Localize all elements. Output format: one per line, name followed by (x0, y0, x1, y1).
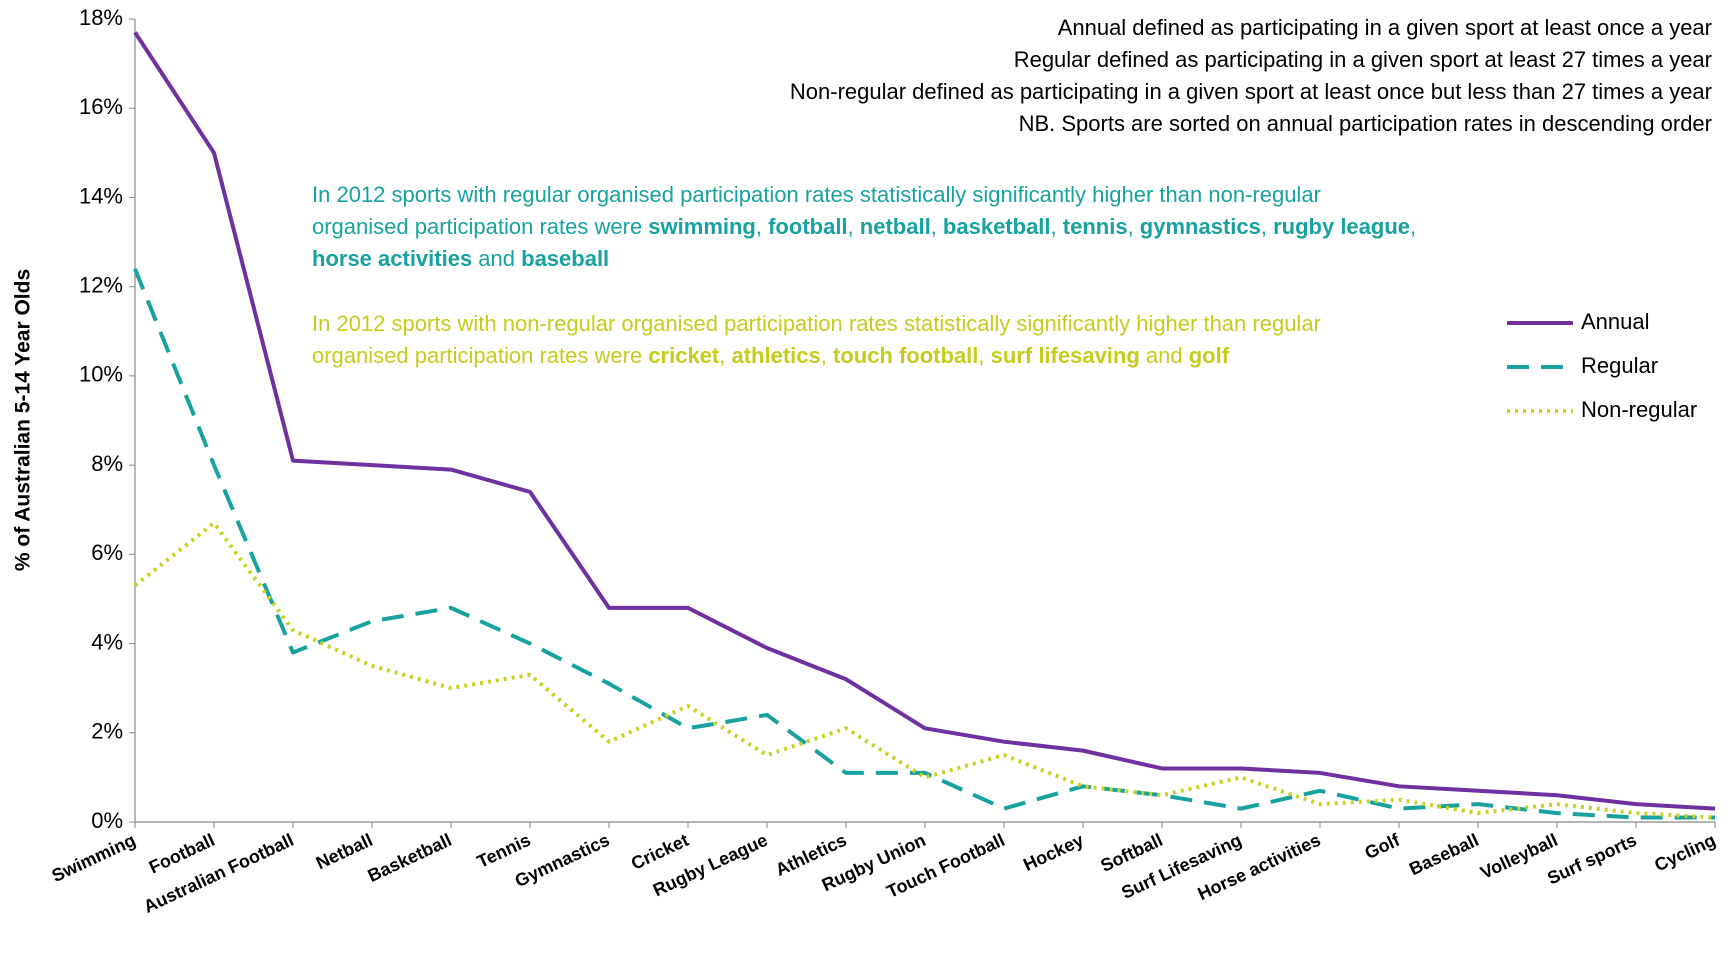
y-tick-label: 14% (79, 183, 123, 208)
annotation-text: , (755, 214, 769, 239)
annotation-text: and (472, 246, 522, 271)
legend-label: Annual (1581, 309, 1650, 334)
y-tick-label: 0% (91, 808, 123, 833)
note: Non-regular defined as participating in … (790, 79, 1712, 104)
x-tick-label: Australian Football (141, 830, 297, 917)
annotation-text: surf lifesaving (990, 343, 1140, 368)
note: NB. Sports are sorted on annual particip… (1019, 111, 1712, 136)
annotation-text: and (1139, 343, 1189, 368)
annotation-text: baseball (521, 246, 610, 271)
annotation-text: golf (1188, 343, 1230, 368)
annotation-text: , (978, 343, 991, 368)
y-tick-label: 12% (79, 272, 123, 297)
annotation-text: , (719, 343, 732, 368)
annotation-text: tennis (1062, 214, 1128, 239)
x-tick-label: Tennis (474, 830, 534, 872)
line-series (133, 268, 1715, 820)
y-tick-label: 2% (91, 719, 123, 744)
y-tick-label: 18% (79, 5, 123, 30)
annotation-text: In 2012 sports with regular organised pa… (312, 182, 1327, 239)
annotation-text: touch football (832, 343, 979, 368)
annotation-text: , (820, 343, 833, 368)
annotation-text: football (768, 214, 848, 239)
annotation-text: gymnastics (1139, 214, 1261, 239)
annotation-text: swimming (648, 214, 756, 239)
annotation-text: cricket (648, 343, 720, 368)
x-tick-label: Hockey (1020, 830, 1086, 875)
x-tick-label: Cycling (1651, 830, 1718, 876)
annotation-text: , (930, 214, 943, 239)
annotation-text: , (1127, 214, 1140, 239)
legend-label: Non-regular (1581, 397, 1697, 422)
annotation-text: , (1410, 214, 1423, 239)
annotation: In 2012 sports with non-regular organise… (312, 308, 1422, 372)
annotation-text: netball (859, 214, 931, 239)
y-tick-label: 4% (91, 629, 123, 654)
line-series (133, 31, 1716, 811)
annotation-text: , (1260, 214, 1274, 239)
note: Annual defined as participating in a giv… (1058, 15, 1712, 40)
annotation-text: In 2012 sports with non-regular organise… (312, 311, 1327, 368)
annotation-text: rugby league (1273, 214, 1411, 239)
y-tick-label: 8% (91, 451, 123, 476)
annotation-text: athletics (731, 343, 821, 368)
x-tick-label: Basketball (365, 830, 455, 886)
annotation-text: , (1050, 214, 1063, 239)
legend-label: Regular (1581, 353, 1658, 378)
y-axis-label: % of Australian 5-14 Year Olds (12, 269, 35, 571)
y-tick-label: 10% (79, 362, 123, 387)
annotation-text: basketball (942, 214, 1051, 239)
annotation-text: horse activities (312, 246, 473, 271)
y-tick-label: 6% (91, 540, 123, 565)
x-tick-label: Surf sports (1544, 830, 1639, 889)
note: Regular defined as participating in a gi… (1014, 47, 1712, 72)
x-tick-label: Baseball (1406, 830, 1482, 879)
x-tick-label: Golf (1362, 829, 1404, 863)
annotation-text: , (847, 214, 860, 239)
x-tick-label: Swimming (49, 830, 139, 886)
y-tick-label: 16% (79, 94, 123, 119)
annotation: In 2012 sports with regular organised pa… (312, 179, 1422, 275)
